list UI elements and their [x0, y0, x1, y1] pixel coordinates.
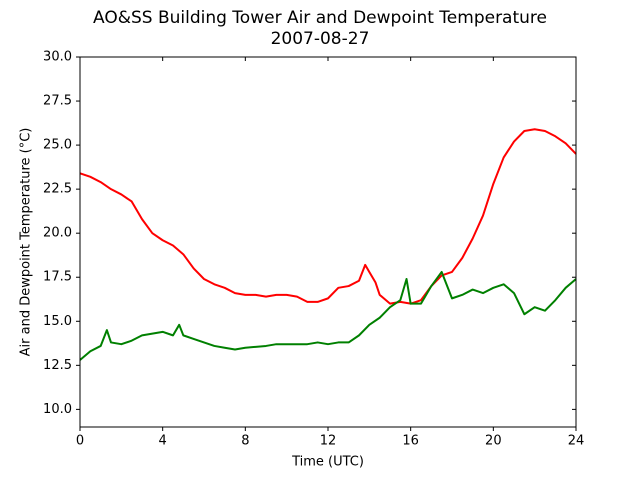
y-axis-label: Air and Dewpoint Temperature (°C) [19, 128, 34, 357]
chart-subtitle: 2007-08-27 [271, 29, 370, 49]
data-line [79, 270, 577, 361]
data-line [79, 128, 577, 305]
x-tick-label: 0 [76, 434, 84, 449]
y-tick-label: 12.5 [43, 358, 72, 373]
plot-frame [79, 56, 577, 428]
x-tick-label: 4 [159, 434, 167, 449]
x-axis-label: Time (UTC) [291, 455, 364, 470]
y-tick-label: 20.0 [43, 226, 72, 241]
x-tick-label: 8 [241, 434, 249, 449]
x-tick-label: 24 [568, 434, 585, 449]
x-tick-label: 16 [402, 434, 419, 449]
y-tick-label: 27.5 [43, 94, 72, 109]
y-tick-label: 30.0 [43, 50, 72, 65]
y-tick-label: 10.0 [43, 402, 72, 417]
y-tick-label: 22.5 [43, 182, 72, 197]
y-tick-label: 17.5 [43, 270, 72, 285]
chart-title: AO&SS Building Tower Air and Dewpoint Te… [93, 8, 547, 28]
x-tick-label: 12 [320, 434, 337, 449]
y-tick-label: 15.0 [43, 314, 72, 329]
x-tick-label: 20 [485, 434, 502, 449]
y-tick-label: 25.0 [43, 138, 72, 153]
